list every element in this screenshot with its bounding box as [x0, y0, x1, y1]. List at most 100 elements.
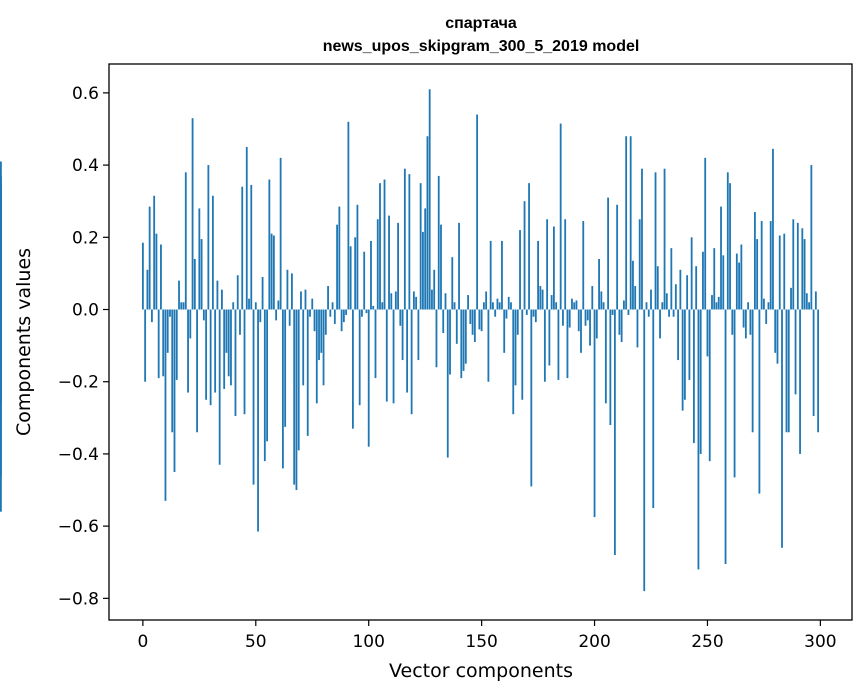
bar-component-98	[363, 251, 366, 310]
bar-component-170	[525, 309, 528, 315]
bar-component-154	[489, 240, 492, 310]
bar-component-28	[205, 309, 208, 400]
bar-component-265	[740, 244, 743, 310]
bar-component-24	[196, 309, 198, 433]
bar-component-126	[426, 136, 429, 310]
bar-component-160	[503, 309, 506, 353]
bar-component-143	[464, 309, 467, 364]
x-tick-label: 150	[465, 632, 497, 652]
bar-component-203	[600, 291, 603, 310]
bar-component-8	[160, 244, 162, 310]
bar-component-90	[345, 309, 348, 315]
bar-component-208	[611, 309, 614, 315]
bar-component-25	[198, 208, 201, 310]
bar-component-108	[385, 309, 388, 402]
bar-component-155	[492, 302, 494, 310]
bar-component-113	[397, 222, 399, 310]
bar-component-92	[349, 246, 352, 310]
bar-component-27	[202, 309, 205, 321]
bar-component-194	[580, 309, 582, 353]
bar-component-295	[808, 302, 810, 310]
bar-component-183	[555, 302, 558, 310]
bar-component-121	[415, 296, 418, 310]
bar-component-39	[230, 309, 232, 386]
bar-component-149	[478, 309, 481, 330]
bar-component-131	[437, 175, 440, 310]
bar-component-33	[216, 280, 219, 310]
bar-component-23	[193, 258, 196, 310]
bar-component-201	[595, 309, 598, 339]
bar-component-52	[259, 309, 262, 323]
bar-component-282	[778, 235, 781, 310]
bar-component-72	[304, 289, 307, 310]
bar-component-1	[144, 309, 147, 382]
bar-component-159	[501, 240, 503, 310]
bar-component-115	[401, 309, 404, 361]
bar-component-167	[519, 230, 521, 310]
chart-title-line-2: news_upos_skipgram_300_5_2019 model	[323, 38, 640, 55]
bar-component-236	[674, 284, 677, 310]
bar-component-36	[223, 309, 226, 389]
bar-component-189	[568, 309, 571, 328]
bar-component-261	[731, 309, 734, 335]
bar-component-214	[625, 136, 628, 310]
bar-component-254	[715, 302, 718, 310]
bar-component-37	[225, 309, 228, 353]
bar-component-299	[817, 309, 820, 433]
bar-component-19	[184, 172, 187, 310]
bar-component-68	[295, 309, 298, 491]
bar-component-74	[309, 309, 311, 317]
bar-component-11	[166, 309, 169, 353]
bar-component-139	[455, 309, 458, 344]
bar-component-245	[695, 266, 698, 310]
bar-component-77	[315, 309, 318, 404]
bar-component-195	[582, 221, 585, 310]
bar-component-86	[336, 224, 338, 310]
plot-frame	[108, 63, 853, 621]
bar-component-91	[347, 121, 350, 310]
bar-component-96	[358, 309, 361, 406]
bar-component-257	[722, 255, 725, 310]
bar-component-229	[659, 309, 661, 339]
bar-component-150	[480, 309, 483, 332]
bar-component-75	[311, 298, 314, 310]
bar-component-80	[322, 309, 325, 386]
bar-component-7	[157, 309, 160, 379]
y-tick-label: 0.6	[72, 84, 99, 104]
bar-component-153	[487, 309, 490, 382]
bar-component-279	[772, 148, 774, 310]
bar-component-54	[263, 309, 266, 462]
bar-component-242	[688, 309, 691, 380]
y-axis-label: Components values	[13, 248, 35, 436]
bar-component-227	[654, 172, 657, 310]
bar-component-88	[340, 309, 343, 332]
y-tick-label: −0.4	[58, 445, 99, 465]
bar-component-221	[641, 168, 643, 310]
bar-component-112	[394, 291, 397, 310]
bar-component-70	[300, 291, 302, 310]
bar-component-297	[812, 309, 815, 417]
bar-component-95	[356, 204, 359, 310]
bar-component-32	[214, 309, 217, 393]
bar-component-281	[776, 309, 779, 364]
bar-component-109	[388, 215, 390, 310]
bar-component-87	[338, 206, 341, 310]
bar-component-85	[333, 309, 336, 324]
bar-component-137	[451, 257, 454, 310]
bar-component-60	[277, 300, 280, 310]
bar-component-123	[419, 183, 422, 310]
bar-component-55	[266, 309, 268, 442]
bar-component-142	[462, 309, 465, 371]
bar-component-78	[318, 309, 320, 361]
bar-component-151	[482, 302, 485, 310]
bar-component-111	[392, 309, 395, 404]
bar-component-178	[543, 309, 546, 382]
bar-component-172	[530, 309, 533, 487]
bar-component-103	[374, 309, 377, 379]
bar-component-undefined	[0, 201, 2, 310]
bar-component-73	[306, 309, 309, 436]
bar-component-134	[444, 293, 447, 310]
bar-component-190	[571, 298, 573, 310]
bar-component-278	[769, 221, 772, 310]
bar-component-202	[598, 258, 600, 310]
